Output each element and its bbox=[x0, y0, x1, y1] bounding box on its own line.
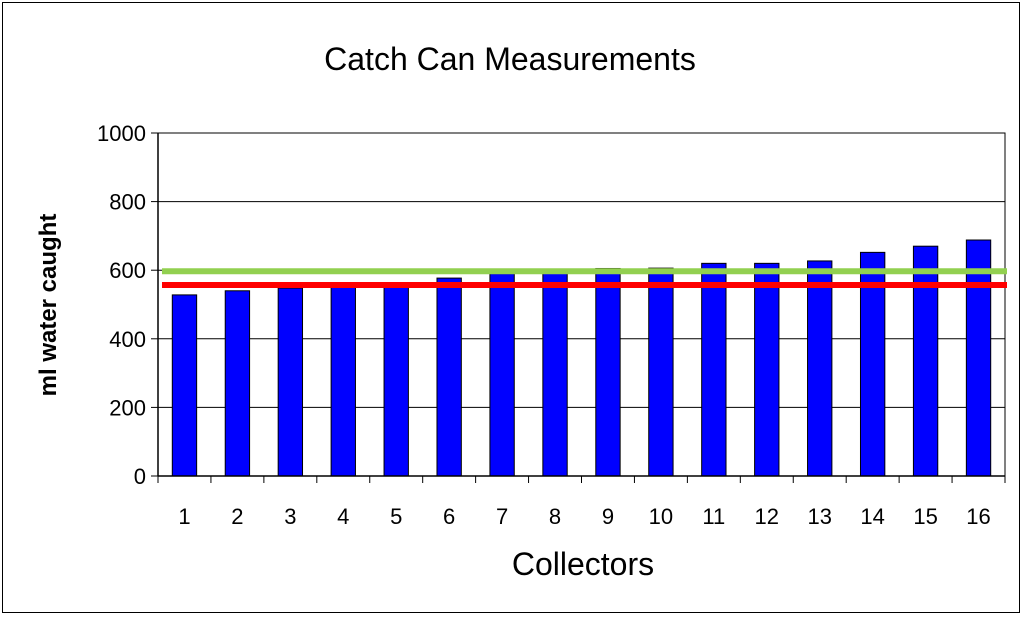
reference-lines bbox=[162, 268, 1007, 288]
x-tick-label: 14 bbox=[860, 504, 884, 529]
bar-6 bbox=[436, 277, 462, 477]
x-tick-label: 5 bbox=[390, 504, 402, 529]
x-tick-label: 10 bbox=[649, 504, 673, 529]
y-tick-label: 400 bbox=[109, 327, 146, 352]
x-axis-label: Collectors bbox=[512, 546, 654, 582]
bar-12 bbox=[754, 262, 780, 477]
y-tick-label: 0 bbox=[134, 464, 146, 489]
x-tick-label: 8 bbox=[549, 504, 561, 529]
x-tick-label: 12 bbox=[755, 504, 779, 529]
bar-4 bbox=[330, 285, 356, 477]
x-tick-label: 2 bbox=[231, 504, 243, 529]
x-tick-label: 9 bbox=[602, 504, 614, 529]
bars bbox=[171, 239, 992, 477]
x-tick-label: 3 bbox=[284, 504, 296, 529]
x-tick-label: 1 bbox=[178, 504, 190, 529]
bar-15 bbox=[912, 245, 939, 477]
x-tick-label: 6 bbox=[443, 504, 455, 529]
y-tick-label: 1000 bbox=[97, 121, 146, 146]
bar-10 bbox=[648, 267, 674, 477]
y-axis-label: ml water caught bbox=[35, 214, 62, 397]
x-tick-label: 7 bbox=[496, 504, 508, 529]
bar-3 bbox=[277, 287, 304, 477]
x-tick-label: 13 bbox=[807, 504, 831, 529]
bar-16 bbox=[965, 239, 992, 477]
bar-5 bbox=[383, 282, 409, 477]
y-tick-label: 200 bbox=[109, 395, 146, 420]
bar-8 bbox=[542, 272, 568, 477]
bar-1 bbox=[171, 294, 198, 477]
y-tick-label: 800 bbox=[109, 190, 146, 215]
x-tick-label: 15 bbox=[913, 504, 937, 529]
bar-9 bbox=[595, 267, 621, 477]
bar-7 bbox=[489, 273, 515, 477]
bar-14 bbox=[859, 251, 886, 477]
y-tick-label: 600 bbox=[109, 258, 146, 283]
axes bbox=[151, 132, 1006, 483]
x-tick-label: 4 bbox=[337, 504, 349, 529]
x-tick-label: 11 bbox=[702, 504, 725, 529]
bar-11 bbox=[701, 262, 727, 477]
bar-2 bbox=[224, 290, 251, 477]
x-tick-label: 16 bbox=[966, 504, 990, 529]
bar-13 bbox=[807, 260, 833, 477]
chart-title: Catch Can Measurements bbox=[324, 41, 696, 77]
